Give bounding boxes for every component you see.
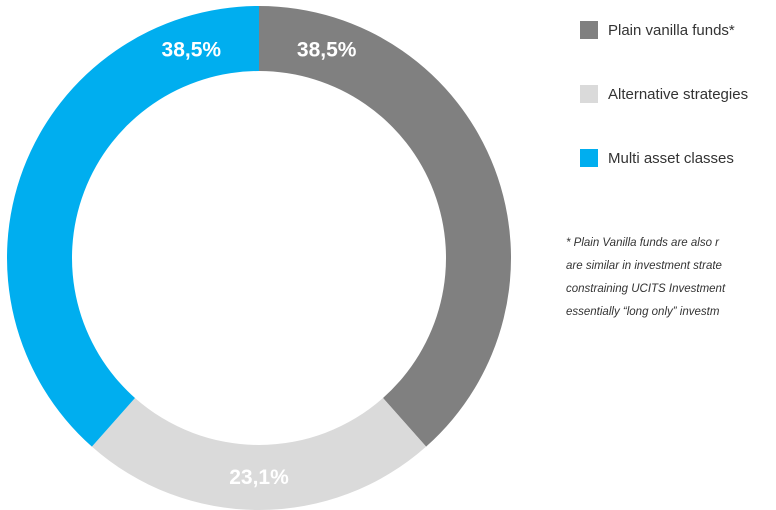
legend-item-alternative: Alternative strategies [580,82,748,106]
legend-label: Alternative strategies [608,85,749,103]
donut-slices [7,6,511,510]
legend-swatch [580,149,598,167]
legend-label: Multi asset classes [608,149,734,167]
footnote-line: are similar in investment strate [566,260,722,272]
legend-label: Plain vanilla funds* [608,21,735,39]
footnote: * Plain Vanilla funds are also r are sim… [566,232,776,324]
donut-slice-1 [91,397,427,510]
legend-item-multi-asset: Multi asset classes [580,146,748,170]
legend: Plain vanilla funds* Alternative strateg… [580,18,748,210]
donut-slice-2 [7,6,259,447]
slice-labels: 38,5% 23,1% 38,5% [162,39,357,489]
slice-value-label: 38,5% [162,39,222,62]
footnote-line: * Plain Vanilla funds are also r [566,237,719,249]
legend-swatch [580,85,598,103]
footnote-line: essentially “long only” investm [566,306,720,318]
slice-value-label: 38,5% [297,39,357,62]
footnote-line: constraining UCITS Investment [566,283,726,295]
donut-chart: 38,5% 23,1% 38,5% [7,6,511,510]
donut-slice-0 [259,6,511,447]
slice-value-label: 23,1% [229,466,289,489]
legend-swatch [580,21,598,39]
legend-item-plain-vanilla: Plain vanilla funds* [580,18,748,42]
